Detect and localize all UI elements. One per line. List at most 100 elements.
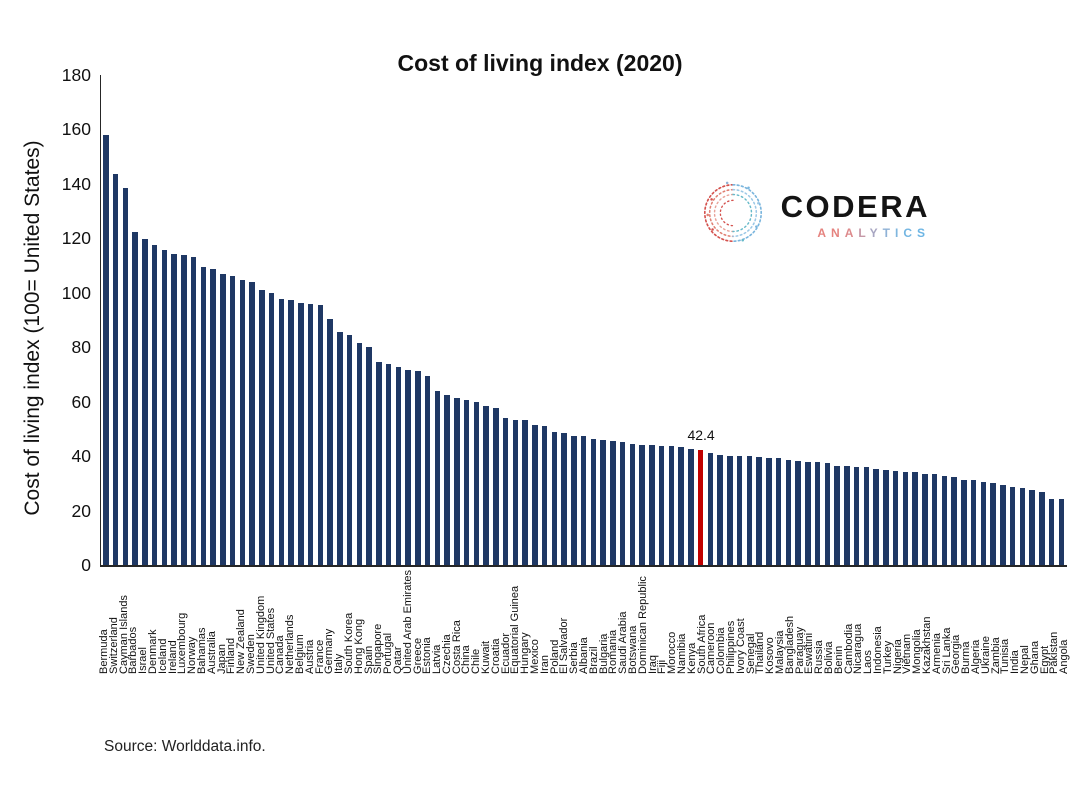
bar (288, 299, 294, 565)
bar (580, 436, 587, 565)
bar (132, 232, 138, 565)
bar-slot (979, 75, 989, 565)
bar (1009, 486, 1016, 565)
bar-slot (218, 75, 228, 565)
bar-slot (325, 75, 335, 565)
bar (112, 174, 119, 565)
bar (220, 274, 226, 565)
bar (980, 481, 987, 565)
bar-slot (364, 75, 374, 565)
bar (883, 470, 889, 565)
bar-slot (355, 75, 365, 565)
bar (814, 461, 821, 565)
bar-slot (832, 75, 842, 565)
bar (863, 467, 870, 565)
bar-slot (413, 75, 423, 565)
bar-slot (238, 75, 248, 565)
bar-slot (160, 75, 170, 565)
bar-slot (813, 75, 823, 565)
bar-slot (442, 75, 452, 565)
bar-slot (316, 75, 326, 565)
bar (610, 440, 616, 565)
x-label-slot: Angola (1058, 570, 1070, 674)
logo-subtitle-letter: S (916, 225, 930, 240)
bar (941, 475, 948, 565)
bar-slot (267, 75, 277, 565)
bar-slot (247, 75, 257, 565)
bar (405, 369, 411, 565)
logo-subtitle-letter: Y (869, 225, 883, 240)
bar-slot (940, 75, 950, 565)
bar (376, 361, 382, 565)
bar (385, 364, 392, 565)
bar-slot (472, 75, 482, 565)
bar (298, 302, 304, 565)
bar-slot (579, 75, 589, 565)
bar (210, 268, 216, 565)
bar-slot (1018, 75, 1028, 565)
bar-slot (150, 75, 160, 565)
bar (483, 405, 489, 565)
bar-slot (520, 75, 530, 565)
bar-slot (345, 75, 355, 565)
bar (181, 254, 187, 565)
bar (824, 462, 831, 565)
bar-slot (208, 75, 218, 565)
bar-slot (793, 75, 803, 565)
bar-slot (608, 75, 618, 565)
bar (1000, 485, 1006, 565)
bar-slot (306, 75, 316, 565)
bar (961, 480, 967, 565)
bar (970, 480, 977, 565)
bar (775, 458, 782, 565)
bar (151, 244, 158, 565)
bar-slot (169, 75, 179, 565)
bar (717, 454, 723, 565)
bar (1048, 498, 1055, 565)
bar (766, 457, 772, 565)
bar (668, 446, 675, 565)
bar-slot (657, 75, 667, 565)
bar (990, 483, 996, 565)
bar-slot (754, 75, 764, 565)
bar-slot (452, 75, 462, 565)
bar-slot (394, 75, 404, 565)
bar-slot (257, 75, 267, 565)
bar-slot (891, 75, 901, 565)
bar-slot (1037, 75, 1047, 565)
bar-slot (667, 75, 677, 565)
bar (1029, 490, 1035, 565)
bar (278, 299, 285, 565)
bar (239, 280, 246, 565)
bar-slot (1057, 75, 1067, 565)
bar (259, 290, 265, 565)
bar-slot (735, 75, 745, 565)
logo-subtitle-letter: A (844, 225, 859, 240)
logo-subtitle-letter: T (882, 225, 895, 240)
bar (756, 456, 762, 565)
bar-slot (335, 75, 345, 565)
y-tick-label: 0 (81, 555, 91, 575)
bar-slot (862, 75, 872, 565)
y-tick-label: 180 (61, 65, 91, 85)
bar-slot (910, 75, 920, 565)
bar (912, 472, 918, 565)
bar-slot (920, 75, 930, 565)
logo-subtitle-letter: A (817, 225, 832, 240)
bar-slot (277, 75, 287, 565)
bar-slot (559, 75, 569, 565)
bar-slot (745, 75, 755, 565)
bar (502, 418, 509, 565)
bar-slot (130, 75, 140, 565)
bar (639, 444, 645, 565)
bar-slot (511, 75, 521, 565)
bar-slot (1027, 75, 1037, 565)
bar-slot (774, 75, 784, 565)
bar-slot (423, 75, 433, 565)
bar-slot (686, 75, 696, 565)
bar (746, 456, 753, 565)
bar (571, 435, 577, 565)
bar (649, 445, 655, 565)
bar-slot (540, 75, 550, 565)
